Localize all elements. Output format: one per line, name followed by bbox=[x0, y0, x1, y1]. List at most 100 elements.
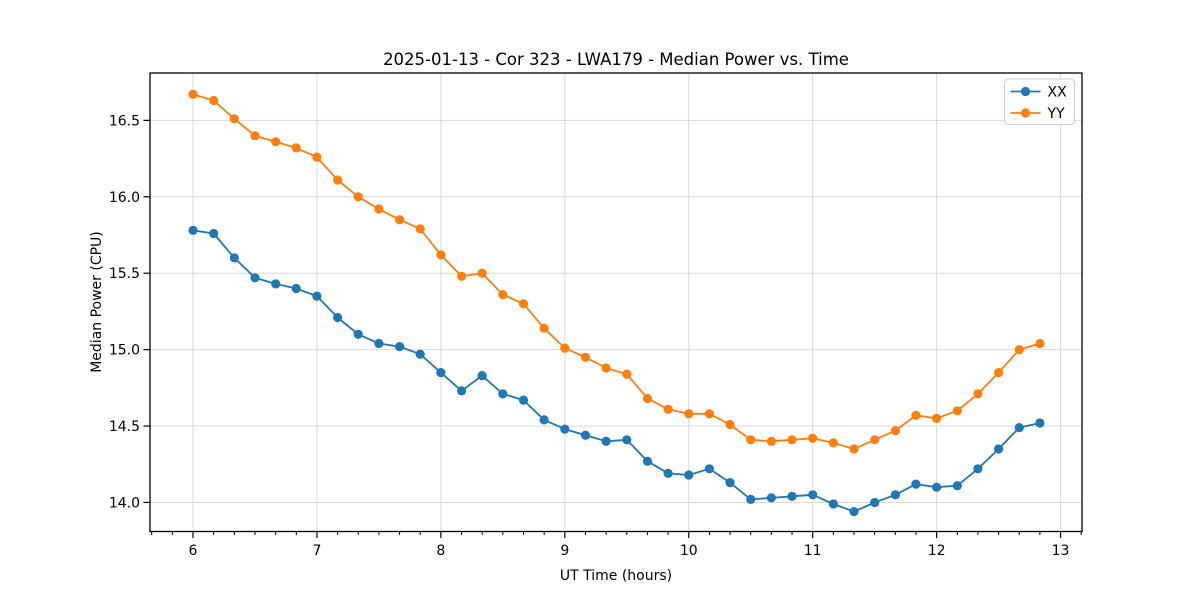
x-tick-label: 11 bbox=[804, 543, 822, 559]
data-point-YY bbox=[725, 419, 735, 430]
data-point-XX bbox=[622, 435, 632, 445]
data-point-YY bbox=[704, 409, 715, 419]
data-point-XX bbox=[395, 342, 405, 352]
data-point-XX bbox=[312, 291, 322, 301]
x-tick-label: 10 bbox=[680, 543, 698, 559]
data-point-XX bbox=[291, 283, 301, 294]
data-point-XX bbox=[994, 444, 1004, 454]
data-point-XX bbox=[457, 386, 467, 396]
data-point-XX bbox=[766, 493, 777, 503]
legend-label-XX: XX bbox=[1048, 85, 1068, 101]
data-point-YY bbox=[766, 436, 777, 446]
data-point-YY bbox=[601, 363, 611, 373]
data-point-YY bbox=[787, 435, 797, 445]
data-point-YY bbox=[1035, 338, 1045, 349]
legend-marker-YY bbox=[1020, 108, 1031, 118]
data-point-XX bbox=[890, 490, 901, 500]
data-point-YY bbox=[229, 114, 239, 124]
data-point-YY bbox=[188, 89, 198, 99]
series-line-YY bbox=[192, 93, 1041, 450]
data-point-XX bbox=[911, 479, 921, 489]
data-point-XX bbox=[209, 228, 219, 239]
data-point-YY bbox=[684, 409, 694, 419]
x-tick-label: 12 bbox=[928, 543, 946, 559]
data-point-YY bbox=[498, 290, 508, 300]
data-point-XX bbox=[539, 415, 549, 425]
data-point-YY bbox=[539, 323, 549, 333]
data-point-XX bbox=[374, 338, 384, 349]
legend-item-YY: YY bbox=[1010, 106, 1066, 122]
data-point-YY bbox=[560, 343, 570, 353]
data-point-YY bbox=[952, 406, 962, 416]
x-tick-label: 8 bbox=[436, 543, 445, 559]
data-point-XX bbox=[870, 497, 880, 508]
data-point-XX bbox=[663, 468, 673, 478]
data-point-YY bbox=[580, 352, 591, 362]
data-point-XX bbox=[229, 253, 239, 263]
grid bbox=[150, 73, 1082, 532]
data-point-YY bbox=[870, 435, 880, 445]
data-point-YY bbox=[849, 444, 859, 454]
data-point-XX bbox=[518, 395, 529, 405]
data-point-YY bbox=[477, 268, 487, 278]
data-point-XX bbox=[415, 349, 425, 359]
data-point-YY bbox=[890, 426, 901, 436]
data-point-XX bbox=[642, 456, 653, 466]
data-point-XX bbox=[271, 279, 281, 289]
data-point-YY bbox=[333, 175, 343, 185]
data-point-XX bbox=[436, 368, 446, 378]
data-point-YY bbox=[994, 368, 1004, 378]
y-tick-label: 15.5 bbox=[109, 266, 140, 282]
data-point-XX bbox=[580, 430, 591, 440]
data-point-YY bbox=[973, 389, 983, 399]
data-point-XX bbox=[704, 464, 715, 474]
data-point-YY bbox=[642, 393, 653, 404]
data-point-XX bbox=[746, 494, 756, 504]
data-point-YY bbox=[291, 143, 301, 153]
data-point-YY bbox=[932, 413, 942, 423]
x-tick-label: 7 bbox=[312, 543, 321, 559]
y-tick-label: 15.0 bbox=[109, 343, 140, 359]
data-point-YY bbox=[828, 438, 839, 448]
data-point-XX bbox=[1035, 418, 1045, 428]
data-point-YY bbox=[415, 224, 425, 234]
chart-title: 2025-01-13 - Cor 323 - LWA179 - Median P… bbox=[383, 50, 849, 69]
data-point-YY bbox=[209, 95, 219, 106]
x-axis-label: UT Time (hours) bbox=[559, 568, 673, 584]
data-point-YY bbox=[1014, 345, 1024, 355]
data-point-XX bbox=[353, 329, 363, 339]
data-point-YY bbox=[395, 215, 405, 225]
data-point-XX bbox=[787, 491, 797, 501]
data-point-YY bbox=[518, 299, 529, 309]
legend-label-YY: YY bbox=[1047, 106, 1066, 122]
data-point-XX bbox=[808, 490, 818, 500]
data-point-XX bbox=[250, 273, 260, 283]
y-tick-label: 14.5 bbox=[109, 419, 140, 435]
plot-border bbox=[149, 72, 1083, 533]
legend: XX YY bbox=[1004, 78, 1075, 125]
data-point-YY bbox=[746, 435, 756, 445]
x-tick-label: 9 bbox=[560, 543, 569, 559]
data-point-XX bbox=[973, 464, 983, 474]
data-point-XX bbox=[560, 424, 570, 434]
data-point-XX bbox=[932, 482, 942, 492]
data-point-XX bbox=[477, 371, 487, 381]
data-point-XX bbox=[601, 436, 611, 446]
x-tick-label: 13 bbox=[1052, 543, 1070, 559]
data-point-YY bbox=[622, 369, 632, 379]
data-point-YY bbox=[457, 271, 467, 281]
legend-item-XX: XX bbox=[1010, 85, 1068, 101]
data-point-YY bbox=[250, 131, 260, 141]
data-point-XX bbox=[684, 470, 694, 480]
data-point-YY bbox=[312, 152, 322, 162]
y-tick-label: 14.0 bbox=[109, 495, 140, 511]
series-YY bbox=[188, 89, 1045, 454]
data-point-YY bbox=[436, 250, 446, 260]
data-point-XX bbox=[498, 389, 508, 399]
data-point-XX bbox=[725, 478, 735, 488]
y-tick-label: 16.5 bbox=[109, 113, 140, 129]
x-tick-label: 6 bbox=[189, 543, 198, 559]
data-point-YY bbox=[353, 192, 363, 202]
